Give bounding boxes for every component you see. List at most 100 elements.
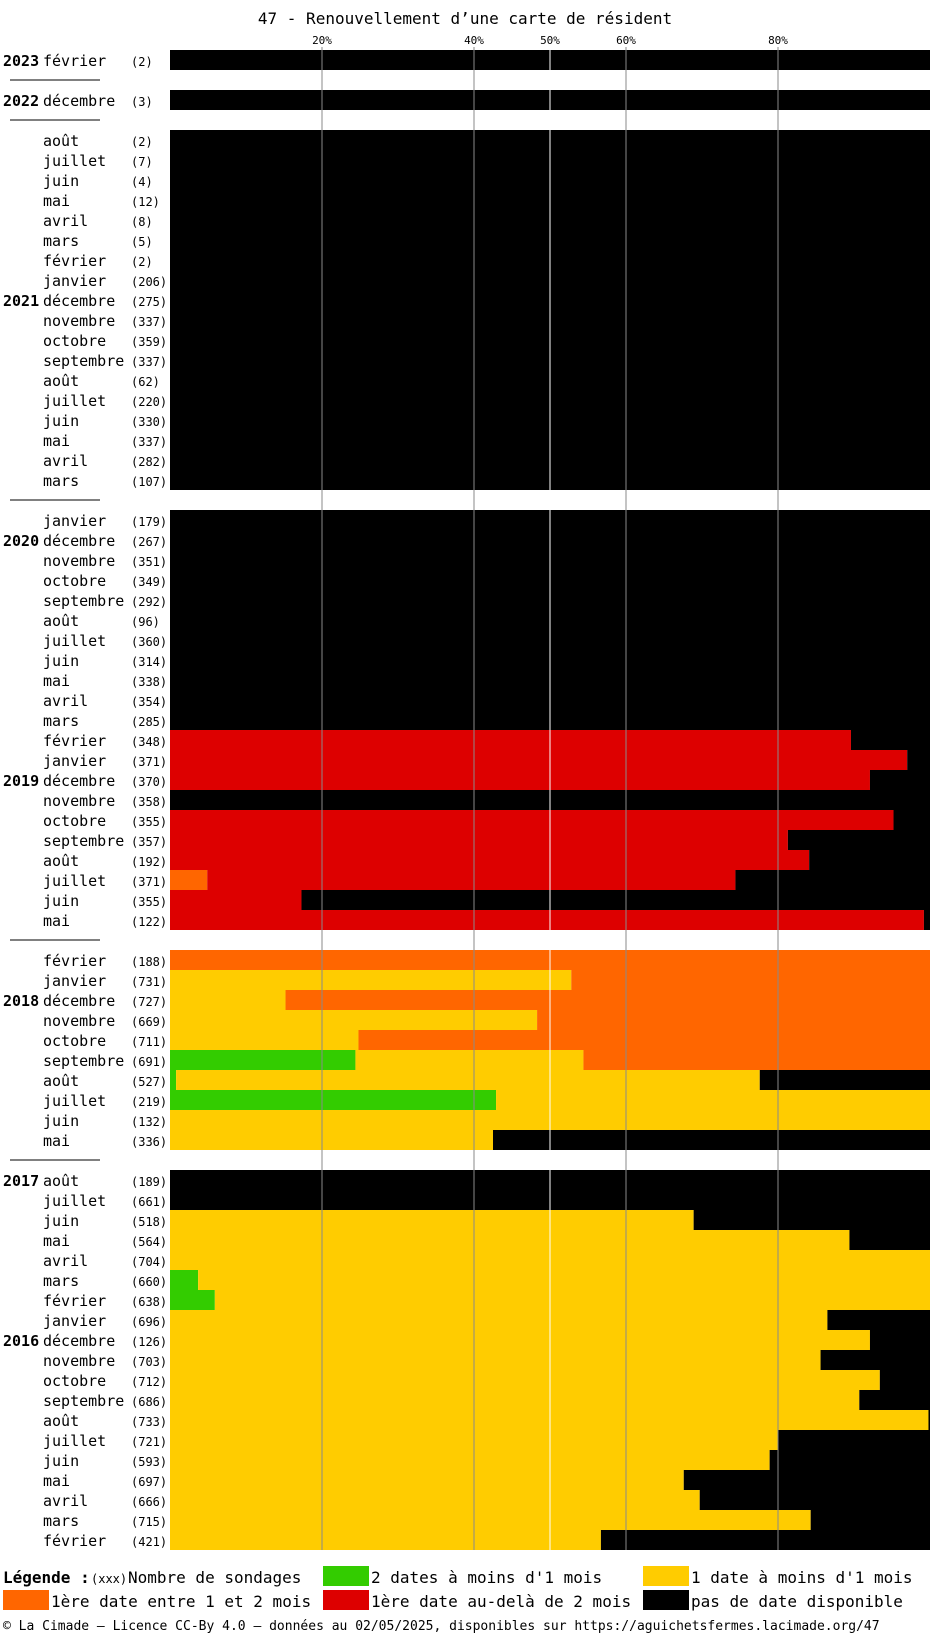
chart-row: 2016 décembre (126) [3,1330,930,1350]
chart-row: mars (660) [43,1270,930,1290]
chart-row: avril (704) [43,1250,930,1270]
bar-segment-one_date [170,990,286,1010]
chart-row: mars (285) [43,710,930,730]
chart-row: juillet (371) [43,870,930,890]
count-label: (731) [131,975,167,989]
chart-row: juin (4) [43,170,930,190]
month-label: novembre [43,1012,115,1030]
bar-segment-none [769,1450,930,1470]
month-label: juin [43,892,79,910]
legend-swatch [3,1590,49,1610]
month-label: octobre [43,1372,106,1390]
month-label: décembre [43,772,115,790]
chart-row: mai (337) [43,430,930,450]
bar-segment-none [869,770,930,790]
count-label: (371) [131,875,167,889]
month-label: mars [43,1272,79,1290]
bar-segment-first_beyond_2 [207,870,736,890]
x-tick-label: 50% [540,34,560,47]
month-label: décembre [43,1332,115,1350]
bar-segment-none [693,1210,930,1230]
bar-segment-one_date [214,1290,930,1310]
count-label: (282) [131,455,167,469]
chart-row: janvier (179) [43,510,930,530]
bar-segment-none [493,1130,930,1150]
count-label: (638) [131,1295,167,1309]
count-label: (360) [131,635,167,649]
month-label: mai [43,1132,70,1150]
month-label: octobre [43,1032,106,1050]
chart-row: 2018 décembre (727) [3,990,930,1010]
month-label: juin [43,172,79,190]
count-label: (733) [131,1415,167,1429]
count-label: (370) [131,775,167,789]
count-label: (267) [131,535,167,549]
count-label: (292) [131,595,167,609]
bar-segment-first_1_2 [358,1030,930,1050]
month-label: décembre [43,292,115,310]
count-label: (669) [131,1015,167,1029]
month-label: juin [43,1212,79,1230]
month-label: juillet [43,632,106,650]
chart-row: avril (666) [43,1490,930,1510]
chart-row: juin (132) [43,1110,930,1130]
chart-row: septembre (686) [43,1390,930,1410]
count-label: (62) [131,375,160,389]
count-label: (8) [131,215,153,229]
legend-swatch [643,1590,689,1610]
month-label: août [43,1072,79,1090]
count-label: (188) [131,955,167,969]
bar-segment-first_1_2 [583,1050,930,1070]
bar-segment-none [869,1330,930,1350]
bar-segment-none [600,1530,930,1550]
x-tick-label: 20% [312,34,332,47]
bar-segment-first_beyond_2 [170,910,924,930]
chart-row: août (2) [43,130,930,150]
count-label: (206) [131,275,167,289]
bar-segment-one_date [170,1490,700,1510]
count-label: (704) [131,1255,167,1269]
count-label: (338) [131,675,167,689]
month-label: juillet [43,152,106,170]
count-label: (349) [131,575,167,589]
count-label: (96) [131,615,160,629]
year-label: 2020 [3,532,39,550]
month-label: août [43,612,79,630]
bar-segment-two_dates [170,1290,215,1310]
bar-segment-none [827,1310,930,1330]
count-label: (351) [131,555,167,569]
chart-row: février (348) [43,730,930,750]
month-label: janvier [43,512,106,530]
bar-segment-first_beyond_2 [170,810,894,830]
count-label: (3) [131,95,153,109]
month-label: novembre [43,792,115,810]
chart-row: août (96) [43,610,930,630]
bar-segment-one_date [176,1070,760,1090]
chart-row: juin (593) [43,1450,930,1470]
month-label: octobre [43,332,106,350]
chart-row: mai (564) [43,1230,930,1250]
month-label: novembre [43,1352,115,1370]
count-label: (2) [131,55,153,69]
month-label: décembre [43,992,115,1010]
chart-row: septembre (691) [43,1050,930,1070]
month-label: janvier [43,752,106,770]
month-label: avril [43,1252,88,1270]
year-label: 2022 [3,92,39,110]
count-label: (337) [131,355,167,369]
count-label: (122) [131,915,167,929]
bar-segment-none [778,1430,930,1450]
count-label: (192) [131,855,167,869]
chart-row: novembre (703) [43,1350,930,1370]
month-label: janvier [43,972,106,990]
chart-row: juin (314) [43,650,930,670]
month-label: août [43,1172,79,1190]
chart-row: 2019 décembre (370) [3,770,930,790]
month-label: février [43,252,106,270]
bar-segment-first_beyond_2 [170,770,870,790]
legend: Légende : (xxx) Nombre de sondages 2 dat… [3,1566,913,1611]
chart-row: novembre (358) [43,790,930,810]
bar-segment-none [928,1410,930,1430]
legend-count-sample: (xxx) [91,1572,127,1586]
